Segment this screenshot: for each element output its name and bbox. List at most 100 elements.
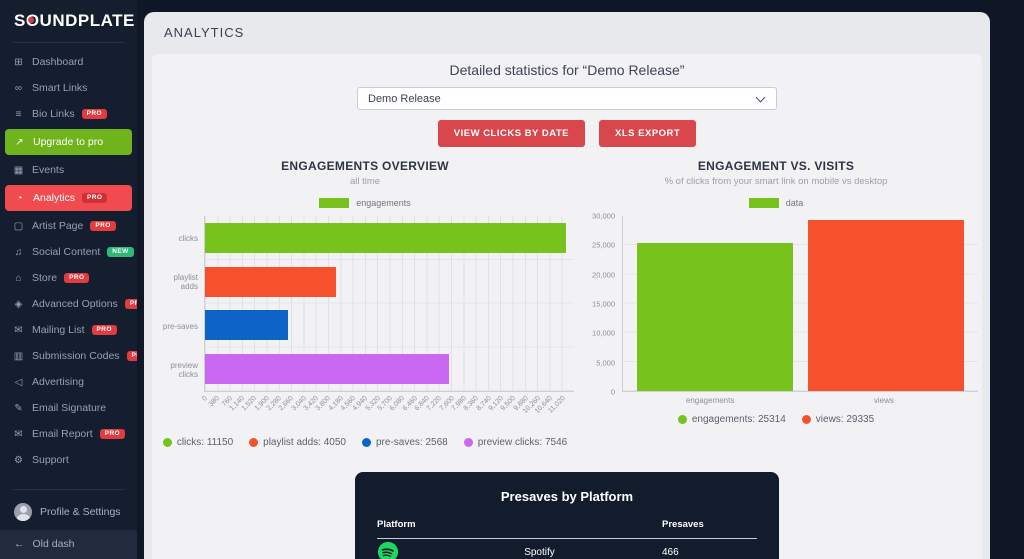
category-label: preview clicks (170, 361, 198, 379)
chevron-down-icon (755, 92, 766, 103)
engagement-vs-visits-chart: ENGAGEMENT VS. VISITS % of clicks from y… (574, 159, 978, 448)
list-icon: ≡ (15, 108, 22, 120)
legend-label: engagements: 25314 (691, 414, 786, 425)
support-icon: ⚙ (14, 454, 23, 466)
sidebar-item-store[interactable]: ⌂ Store PRO (0, 265, 137, 291)
category-label: playlist adds (173, 273, 198, 291)
bar-track (205, 304, 574, 348)
release-select[interactable]: Demo Release (357, 87, 777, 110)
profile-settings-label: Profile & Settings (40, 506, 121, 518)
legend-swatch (249, 438, 259, 447)
main-area: ANALYTICS Detailed statistics for “Demo … (137, 0, 1024, 559)
sidebar-item-advanced-options[interactable]: ◈ Advanced Options PRO (0, 291, 137, 317)
spotify-icon (377, 541, 417, 559)
share-icon: ♫ (14, 246, 23, 258)
sidebar-menu: ⊞ Dashboard ∞ Smart Links ≡ Bio Links PRO ↗ Upgr… (0, 47, 137, 487)
bar-preview-clicks[interactable] (205, 354, 450, 385)
bar-clicks[interactable] (205, 222, 566, 253)
pro-badge: PRO (64, 272, 90, 284)
pro-badge: PRO (81, 108, 107, 120)
analytics-content: Detailed statistics for “Demo Release” D… (152, 54, 982, 559)
table-row: Spotify 466 (377, 539, 757, 559)
visits-legend-top: data (574, 198, 978, 208)
bar-track (205, 260, 574, 304)
bar-views[interactable] (807, 219, 964, 391)
y-tick-label: 30,000 (592, 211, 615, 221)
sidebar-item-email-report[interactable]: ✉ Email Report PRO (0, 421, 137, 447)
sidebar-item-email-signature[interactable]: ✎ Email Signature (0, 395, 137, 421)
options-icon: ◈ (14, 298, 23, 310)
upgrade-icon: ↗ (15, 136, 24, 148)
sidebar-item-mailing-list[interactable]: ✉ Mailing List PRO (0, 317, 137, 343)
legend-label: playlist adds: 4050 (263, 437, 346, 448)
legend-label: views: 29335 (815, 414, 875, 425)
sidebar-item-old-dash[interactable]: ← Old dash (0, 530, 137, 559)
y-tick-label: 10,000 (592, 328, 615, 338)
pencil-icon: ✎ (14, 402, 23, 414)
chart-title: ENGAGEMENTS OVERVIEW (281, 159, 449, 173)
app-logo: SOUNDPLATE (0, 0, 137, 40)
category-label: engagements (685, 396, 735, 405)
sidebar-item-upgrade-to-pro[interactable]: ↗ Upgrade to pro (5, 129, 132, 155)
logo-record-dot-icon (28, 17, 34, 23)
pro-badge: PRO (91, 324, 117, 336)
bar-column (637, 216, 794, 391)
bar-pre-saves[interactable] (205, 310, 289, 341)
category-label: views (873, 396, 894, 405)
y-tick-label: 25,000 (592, 240, 615, 250)
store-icon: ⌂ (15, 272, 22, 284)
sidebar-item-label: Bio Links (32, 108, 75, 120)
y-tick-label: 0 (610, 387, 615, 397)
avatar (14, 503, 32, 521)
presaves-title: Presaves by Platform (500, 489, 634, 504)
sidebar-divider (12, 42, 125, 43)
bar-column (807, 216, 964, 391)
sidebar-item-submission-codes[interactable]: ▥ Submission Codes PRO (0, 343, 137, 369)
xls-export-button[interactable]: XLS EXPORT (599, 120, 697, 147)
sidebar-item-advertising[interactable]: ◁ Advertising (0, 369, 137, 395)
sidebar-item-label: Advanced Options (32, 298, 118, 310)
presaves-table-header: Platform Presaves (377, 519, 757, 539)
sidebar-item-events[interactable]: ▦ Events (0, 157, 137, 183)
engagements-overview-chart: ENGAGEMENTS OVERVIEW all time engagement… (156, 159, 574, 448)
legend-item: engagements: 25314 (677, 414, 786, 425)
analytics-panel: ANALYTICS Detailed statistics for “Demo … (144, 12, 990, 559)
sidebar: SOUNDPLATE ⊞ Dashboard ∞ Smart Links ≡ Bio Li… (0, 0, 137, 559)
sidebar-item-bio-links[interactable]: ≡ Bio Links PRO (0, 101, 137, 127)
sidebar-item-artist-page[interactable]: ▢ Artist Page PRO (0, 213, 137, 239)
pro-badge: PRO (124, 298, 137, 310)
sidebar-footer: Profile & Settings ← Old dash (0, 487, 137, 559)
bar-engagements[interactable] (637, 243, 794, 391)
release-select-value: Demo Release (368, 92, 441, 105)
sidebar-item-label: Social Content (32, 246, 101, 258)
sidebar-item-support[interactable]: ⚙ Support (0, 447, 137, 473)
bar-track (205, 347, 574, 391)
sidebar-item-profile-settings[interactable]: Profile & Settings (0, 494, 137, 530)
legend-label: clicks: 11150 (176, 437, 234, 448)
view-clicks-by-date-button[interactable]: VIEW CLICKS BY DATE (437, 120, 586, 147)
legend-item: preview clicks: 7546 (463, 437, 567, 448)
sidebar-item-dashboard[interactable]: ⊞ Dashboard (0, 49, 137, 75)
bar-playlist-adds[interactable] (205, 266, 337, 297)
spotify-icon (377, 541, 399, 559)
presaves-card: Presaves by Platform Platform Presaves S… (355, 472, 779, 559)
megaphone-icon: ◁ (14, 376, 23, 388)
legend-item: views: 29335 (801, 414, 875, 425)
platform-name: Spotify (524, 546, 555, 558)
pro-badge: PRO (90, 220, 116, 232)
sidebar-item-label: Submission Codes (32, 350, 120, 362)
legend-label: engagements (356, 198, 411, 208)
engagements-legend-bottom: clicks: 11150 playlist adds: 4050 pre-save… (156, 437, 574, 448)
legend-item: data (748, 198, 803, 208)
sidebar-item-analytics[interactable]: ◔ Analytics PRO (5, 185, 132, 211)
sidebar-item-label: Artist Page (32, 220, 84, 232)
legend-item: playlist adds: 4050 (249, 437, 346, 448)
envelope-icon: ✉ (14, 324, 23, 336)
sidebar-item-label: Dashboard (32, 56, 84, 68)
sidebar-item-smart-links[interactable]: ∞ Smart Links (0, 75, 137, 101)
sidebar-item-social-content[interactable]: ♫ Social Content NEW (0, 239, 137, 265)
legend-swatch (748, 198, 779, 208)
legend-item: clicks: 11150 (162, 437, 234, 448)
